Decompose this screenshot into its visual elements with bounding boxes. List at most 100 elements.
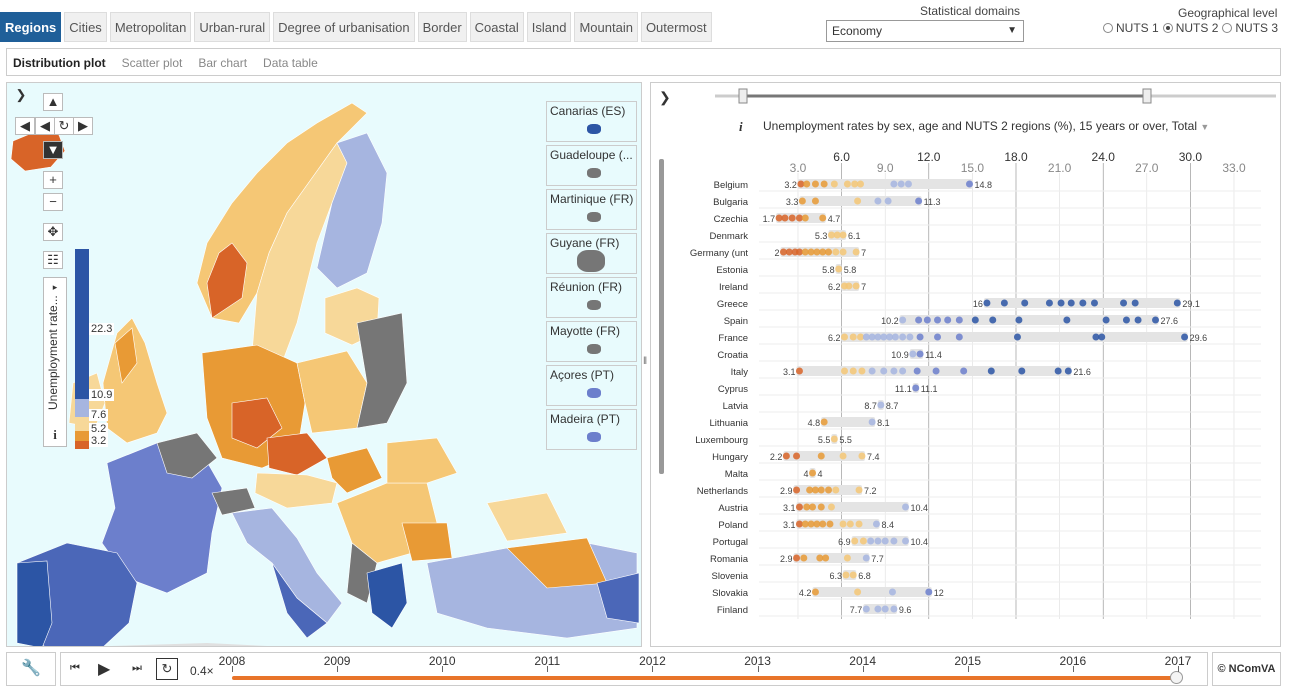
inset-shape[interactable] bbox=[587, 212, 601, 222]
region-hungary[interactable] bbox=[326, 447, 383, 494]
timeline-year[interactable]: 2015 bbox=[954, 654, 982, 668]
region-greece[interactable] bbox=[366, 562, 408, 629]
region-point[interactable] bbox=[880, 333, 888, 341]
distribution-plot[interactable]: 6.0 12.0 18.0 24.0 30.0 3.0 9.0 15.0 21.0 27.0 33.… bbox=[651, 83, 1281, 647]
country-label[interactable]: Netherlands bbox=[697, 486, 748, 497]
region-point[interactable] bbox=[801, 214, 809, 222]
region-point[interactable] bbox=[806, 486, 814, 494]
country-label[interactable]: Romania bbox=[710, 554, 749, 565]
statistical-domains-select[interactable]: Economy ▼ bbox=[826, 20, 1024, 42]
region-point[interactable] bbox=[915, 197, 923, 205]
tab-regions[interactable]: Regions bbox=[0, 12, 62, 42]
region-italy[interactable] bbox=[231, 507, 343, 624]
region-point[interactable] bbox=[785, 248, 793, 256]
pan-left-button[interactable]: ◀ bbox=[15, 117, 35, 135]
reset-view-button[interactable]: ↻ bbox=[54, 117, 74, 135]
region-point[interactable] bbox=[817, 486, 825, 494]
region-point[interactable] bbox=[781, 214, 789, 222]
legend-color-swatch[interactable] bbox=[75, 399, 89, 417]
region-point[interactable] bbox=[855, 486, 863, 494]
inset-shape[interactable] bbox=[587, 432, 601, 442]
region-czechia[interactable] bbox=[266, 432, 328, 476]
region-point[interactable] bbox=[797, 180, 805, 188]
range-slider-min-handle[interactable] bbox=[738, 88, 748, 104]
radio-nuts-2[interactable]: NUTS 2 bbox=[1162, 21, 1218, 35]
region-point[interactable] bbox=[872, 520, 880, 528]
region-point[interactable] bbox=[890, 367, 898, 375]
legend-color-scale[interactable] bbox=[75, 249, 89, 449]
region-point[interactable] bbox=[819, 248, 827, 256]
region-point[interactable] bbox=[845, 282, 853, 290]
region-point[interactable] bbox=[807, 520, 815, 528]
region-point[interactable] bbox=[906, 333, 914, 341]
country-label[interactable]: Finland bbox=[717, 605, 748, 616]
range-bar[interactable] bbox=[821, 417, 876, 427]
region-point[interactable] bbox=[884, 197, 892, 205]
region-point[interactable] bbox=[827, 503, 835, 511]
region-benelux-nodata[interactable] bbox=[156, 432, 218, 479]
region-point[interactable] bbox=[817, 452, 825, 460]
tab-coastal[interactable]: Coastal bbox=[469, 12, 524, 42]
country-label[interactable]: Ireland bbox=[719, 282, 748, 293]
legend-collapse-icon[interactable]: ▸ bbox=[45, 279, 65, 297]
region-point[interactable] bbox=[862, 554, 870, 562]
region-point[interactable] bbox=[899, 367, 907, 375]
region-point[interactable] bbox=[886, 333, 894, 341]
indicator-info-icon[interactable]: i bbox=[739, 119, 743, 134]
region-point[interactable] bbox=[925, 588, 933, 596]
region-point[interactable] bbox=[899, 333, 907, 341]
region-point[interactable] bbox=[1173, 299, 1181, 307]
region-point[interactable] bbox=[839, 520, 847, 528]
region-point[interactable] bbox=[819, 214, 827, 222]
inset-shape[interactable] bbox=[587, 300, 601, 310]
region-point[interactable] bbox=[965, 180, 973, 188]
region-bulgaria[interactable] bbox=[401, 522, 453, 562]
region-point[interactable] bbox=[827, 231, 835, 239]
loop-button[interactable]: ↻ bbox=[156, 658, 178, 680]
region-point[interactable] bbox=[862, 605, 870, 613]
range-slider[interactable] bbox=[711, 87, 1281, 105]
region-point[interactable] bbox=[820, 418, 828, 426]
region-italy-south[interactable] bbox=[271, 562, 328, 639]
region-scotland[interactable] bbox=[114, 327, 138, 384]
timeline-year[interactable]: 2013 bbox=[744, 654, 771, 668]
region-austria[interactable] bbox=[254, 472, 338, 509]
region-point[interactable] bbox=[916, 350, 924, 358]
distribution-chart-panel[interactable]: ❯ i Unemployment rates by sex, age and N… bbox=[650, 82, 1281, 647]
region-point[interactable] bbox=[868, 418, 876, 426]
region-point[interactable] bbox=[855, 520, 863, 528]
indicator-title-select[interactable]: Unemployment rates by sex, age and NUTS … bbox=[763, 119, 1209, 133]
timeline-year[interactable]: 2010 bbox=[428, 654, 456, 668]
country-label[interactable]: Portugal bbox=[713, 537, 748, 548]
region-point[interactable] bbox=[830, 180, 838, 188]
region-point[interactable] bbox=[960, 367, 968, 375]
country-label[interactable]: Belgium bbox=[714, 180, 748, 191]
region-point[interactable] bbox=[890, 180, 898, 188]
region-point[interactable] bbox=[811, 486, 819, 494]
region-point[interactable] bbox=[782, 452, 790, 460]
region-point[interactable] bbox=[854, 197, 862, 205]
region-point[interactable] bbox=[1013, 333, 1021, 341]
region-point[interactable] bbox=[874, 537, 882, 545]
step-forward-button[interactable]: ⏭ bbox=[132, 662, 142, 674]
region-point[interactable] bbox=[913, 367, 921, 375]
range-slider-max-handle[interactable] bbox=[1142, 88, 1152, 104]
region-point[interactable] bbox=[817, 503, 825, 511]
region-point[interactable] bbox=[916, 333, 924, 341]
inset-shape[interactable] bbox=[587, 388, 601, 398]
timeline-year[interactable]: 2009 bbox=[323, 654, 351, 668]
region-point[interactable] bbox=[880, 367, 888, 375]
region-point[interactable] bbox=[881, 605, 889, 613]
inset-shape[interactable] bbox=[587, 168, 601, 178]
tab-metropolitan[interactable]: Metropolitan bbox=[109, 12, 192, 42]
region-point[interactable] bbox=[890, 537, 898, 545]
region-point[interactable] bbox=[775, 214, 783, 222]
region-point[interactable] bbox=[803, 180, 811, 188]
inset-map[interactable]: Guadeloupe (... bbox=[546, 145, 637, 186]
inset-map[interactable]: Madeira (PT) bbox=[546, 409, 637, 450]
region-black-sea-coast[interactable] bbox=[486, 492, 568, 542]
region-point[interactable] bbox=[807, 248, 815, 256]
region-point[interactable] bbox=[971, 316, 979, 324]
region-point[interactable] bbox=[1054, 367, 1062, 375]
region-point[interactable] bbox=[811, 588, 819, 596]
